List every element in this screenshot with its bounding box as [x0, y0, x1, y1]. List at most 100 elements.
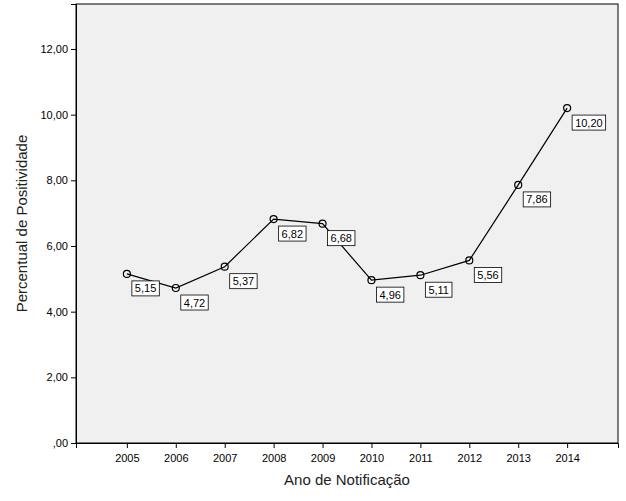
data-label-box [181, 295, 208, 310]
x-tick: 2013 [506, 443, 530, 464]
data-label: 5,37 [230, 274, 257, 289]
data-label: 5,56 [474, 267, 501, 282]
y-tick: 10,00 [40, 109, 76, 121]
x-tick-mark [274, 443, 275, 448]
x-tick-mark [469, 443, 470, 448]
x-tick-mark [420, 443, 421, 448]
data-point [172, 285, 179, 292]
x-tick-label: 2007 [213, 452, 237, 464]
y-axis-title: Percentual de Positividade [13, 135, 30, 313]
x-tick: 2008 [262, 443, 286, 464]
x-tick-label: 2012 [458, 452, 482, 464]
x-tick-mark [323, 443, 324, 448]
data-label-text: 6,82 [282, 228, 303, 240]
data-line [127, 108, 567, 288]
y-tick: 2,00 [47, 371, 76, 383]
x-tick-label: 2006 [164, 452, 188, 464]
data-label-box [279, 226, 306, 241]
x-tick-mark [176, 443, 177, 448]
y-tick-mark [71, 180, 76, 181]
x-tick: 2014 [555, 443, 579, 464]
y-tick: 8,00 [47, 174, 76, 186]
x-tick: 2005 [115, 443, 139, 464]
y-tick-label: 10,00 [40, 109, 68, 121]
data-point [123, 270, 130, 277]
x-tick-label: 2011 [409, 452, 433, 464]
data-label-text: 7,86 [526, 193, 547, 205]
data-point [564, 105, 571, 112]
x-tick-mark [127, 443, 128, 448]
x-tick-label: 2009 [311, 452, 335, 464]
y-tick-mark [71, 246, 76, 247]
x-tick: 2009 [311, 443, 335, 464]
data-label: 4,96 [376, 287, 403, 302]
data-label: 7,86 [523, 192, 550, 207]
data-label-box [230, 274, 257, 289]
data-label-box [474, 267, 501, 282]
y-tick-label: ,00 [53, 437, 68, 449]
x-tick-label: 2014 [555, 452, 579, 464]
data-point [270, 216, 277, 223]
x-axis-line [77, 444, 619, 449]
data-label-box [425, 282, 452, 297]
data-label-text: 5,56 [477, 269, 498, 281]
x-tick-label: 2013 [506, 452, 530, 464]
data-label-box [572, 115, 606, 130]
x-tick: 2010 [360, 443, 384, 464]
y-axis: ,00 2,00 4,00 6,00 8,00 10,00 12,00 [40, 5, 76, 450]
data-label: 6,68 [328, 231, 355, 246]
data-label-box [328, 231, 355, 246]
data-point [319, 220, 326, 227]
data-label-box [523, 192, 550, 207]
data-label-text: 6,68 [331, 232, 352, 244]
plot-frame [76, 4, 618, 443]
data-point [368, 277, 375, 284]
x-tick-label: 2005 [115, 452, 139, 464]
y-tick-label: 8,00 [47, 174, 68, 186]
x-tick-mark [371, 443, 372, 448]
y-axis-line [71, 5, 77, 444]
x-tick-label: 2010 [360, 452, 384, 464]
data-label-text: 10,20 [575, 117, 603, 129]
x-tick: 2007 [213, 443, 237, 464]
data-label-box [132, 281, 159, 296]
data-label: 5,11 [425, 282, 452, 297]
data-point [466, 257, 473, 264]
data-label: 4,72 [181, 295, 208, 310]
x-tick-mark [567, 443, 568, 448]
x-tick: 2012 [458, 443, 482, 464]
y-tick: ,00 [53, 437, 76, 449]
y-tick-label: 6,00 [47, 240, 68, 252]
y-tick-mark [71, 312, 76, 313]
x-tick: 2006 [164, 443, 188, 464]
y-tick: 12,00 [40, 43, 76, 55]
data-point [417, 272, 424, 279]
x-axis-title: Ano de Notificação [284, 471, 410, 488]
x-tick: 2011 [409, 443, 433, 464]
chart: ,002,004,006,008,0010,0012,0020052006200… [0, 0, 626, 501]
data-labels: 5,15 4,72 5,37 6,82 6,68 4,96 5,11 5,56 7,86 10,2… [132, 115, 606, 310]
x-axis: 2005 2006 2007 2008 2009 2010 2011 2012 2013 2014 [77, 443, 619, 464]
y-tick-mark [71, 443, 76, 444]
y-tick-label: 4,00 [47, 306, 68, 318]
data-label-box [376, 287, 403, 302]
data-label-text: 5,15 [135, 282, 156, 294]
data-label-text: 4,72 [184, 297, 205, 309]
data-label: 10,20 [572, 115, 606, 130]
y-tick: 6,00 [47, 240, 76, 252]
data-label: 5,15 [132, 281, 159, 296]
data-label: 6,82 [279, 226, 306, 241]
data-label-text: 5,37 [233, 275, 254, 287]
data-point [515, 181, 522, 188]
y-tick-mark [71, 49, 76, 50]
data-label-text: 4,96 [379, 289, 400, 301]
y-tick-mark [71, 115, 76, 116]
x-tick-mark [518, 443, 519, 448]
y-tick: 4,00 [47, 306, 76, 318]
x-tick-label: 2008 [262, 452, 286, 464]
x-tick-mark [225, 443, 226, 448]
y-tick-mark [71, 377, 76, 378]
data-label-text: 5,11 [428, 284, 449, 296]
y-tick-label: 2,00 [47, 371, 68, 383]
y-tick-label: 12,00 [40, 43, 68, 55]
